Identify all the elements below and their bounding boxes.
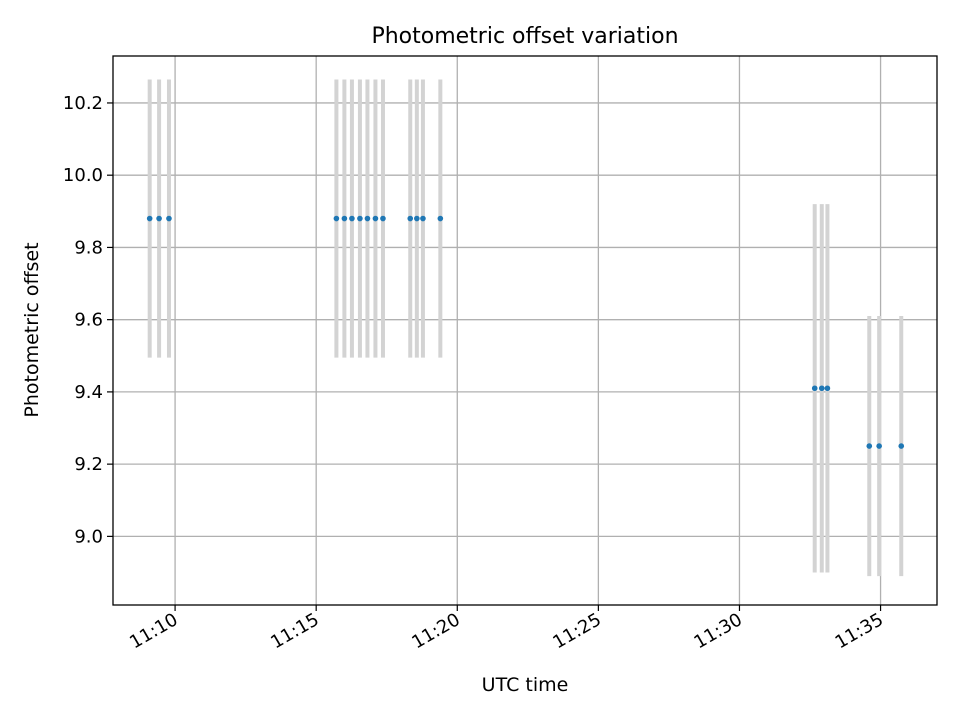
y-tick-label: 9.0 xyxy=(74,526,103,547)
data-point xyxy=(898,443,905,449)
y-tick-label: 10.0 xyxy=(63,165,103,186)
y-tick-label: 9.4 xyxy=(74,382,103,403)
data-point xyxy=(420,215,426,222)
y-tick-label: 10.2 xyxy=(63,93,103,114)
x-tick-label: 11:35 xyxy=(832,609,887,653)
data-point xyxy=(414,215,420,222)
data-point xyxy=(146,215,153,222)
chart-title: Photometric offset variation xyxy=(371,24,678,49)
data-point xyxy=(372,215,379,222)
y-tick-label: 9.8 xyxy=(74,237,103,258)
grid xyxy=(113,56,937,605)
data-point xyxy=(156,215,162,222)
x-tick-label: 11:30 xyxy=(691,609,746,653)
x-axis-label: UTC time xyxy=(482,674,569,696)
data-point xyxy=(866,443,873,449)
data-point xyxy=(364,215,371,222)
x-tick-label: 11:25 xyxy=(549,609,604,653)
data-point xyxy=(380,215,386,222)
data-point xyxy=(341,215,348,222)
data-point xyxy=(166,215,172,222)
x-tick-label: 11:15 xyxy=(267,609,322,653)
data-point xyxy=(876,443,882,449)
data-point xyxy=(333,215,340,222)
y-tick-label: 9.2 xyxy=(74,454,103,475)
data-point xyxy=(357,215,363,222)
data-point xyxy=(818,385,825,392)
x-tick-label: 11:10 xyxy=(126,609,181,653)
plot-frame xyxy=(112,55,938,606)
x-axis-ticks: 11:10 11:15 11:20 11:25 11:30 11:35 xyxy=(126,605,887,653)
data-points xyxy=(146,215,905,449)
y-tick-label: 9.6 xyxy=(74,310,103,331)
data-point xyxy=(437,215,444,222)
data-point xyxy=(407,215,414,222)
data-point xyxy=(811,385,818,392)
data-point xyxy=(824,385,831,392)
y-axis-ticks: 9.0 9.2 9.4 9.6 9.8 10.0 10.2 xyxy=(63,93,113,547)
x-tick-label: 11:20 xyxy=(408,609,463,653)
plot-area-background xyxy=(113,56,937,605)
data-point xyxy=(349,215,355,222)
y-axis-label: Photometric offset xyxy=(21,242,43,417)
